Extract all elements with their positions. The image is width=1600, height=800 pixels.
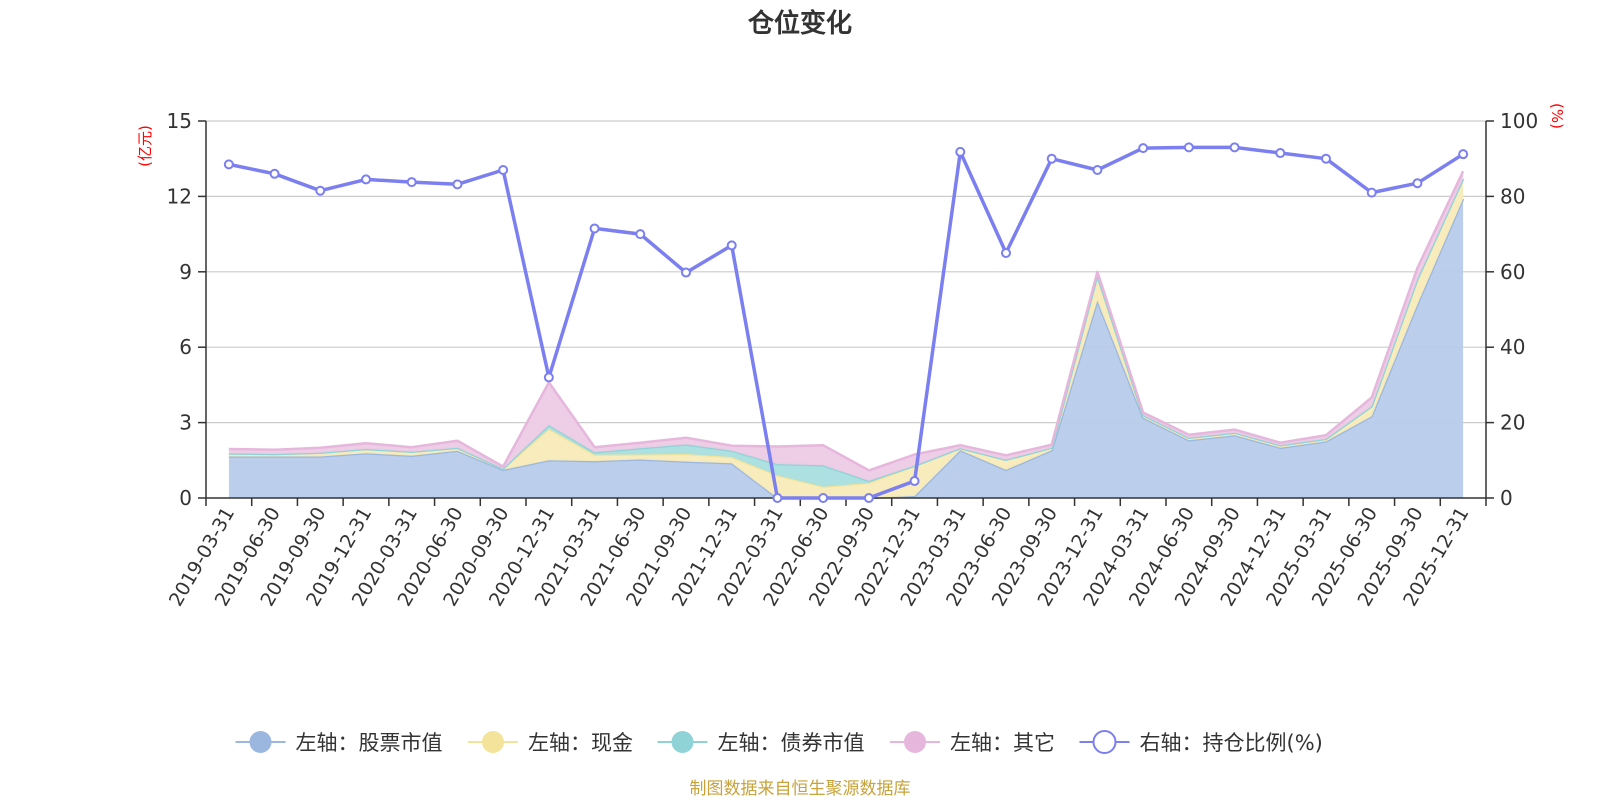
legend-label: 左轴：其它 bbox=[950, 731, 1055, 755]
right-axis-tick-label: 20 bbox=[1500, 411, 1525, 435]
area-edge-3 bbox=[228, 178, 1465, 483]
ratio-point bbox=[818, 493, 829, 503]
area-1 bbox=[228, 198, 1464, 498]
ratio-point bbox=[863, 493, 874, 503]
left-axis-tick-label: 15 bbox=[167, 109, 192, 133]
ratio-point bbox=[1229, 142, 1240, 153]
ratio-point bbox=[1366, 187, 1377, 198]
right-axis-tick-label: 40 bbox=[1500, 335, 1525, 359]
left-axis-tick-label: 6 bbox=[179, 335, 192, 359]
legend-marker bbox=[904, 731, 926, 753]
ratio-point bbox=[681, 267, 691, 278]
ratio-point bbox=[1458, 149, 1469, 160]
legend-label: 左轴：债券市值 bbox=[718, 731, 865, 755]
ratio-point bbox=[361, 174, 371, 185]
ratio-line-path bbox=[228, 145, 1465, 500]
chart-title: 仓位变化 bbox=[747, 8, 852, 39]
stacked-areas bbox=[228, 170, 1465, 500]
area-3 bbox=[228, 178, 1464, 487]
ratio-point bbox=[909, 476, 920, 487]
axes: 036912150204060801002019-03-312019-06-30… bbox=[165, 109, 1538, 610]
ratio-point bbox=[223, 159, 234, 170]
source-note: 制图数据来自恒生聚源数据库 bbox=[690, 779, 911, 799]
legend-item: 左轴：股票市值 bbox=[235, 731, 443, 755]
left-axis-tick-label: 9 bbox=[179, 260, 192, 284]
ratio-point bbox=[1138, 143, 1149, 154]
left-axis-tick-label: 3 bbox=[179, 411, 192, 435]
left-axis-tick-label: 12 bbox=[167, 184, 192, 208]
legend-item: 左轴：其它 bbox=[890, 731, 1055, 755]
ratio-point bbox=[1183, 142, 1194, 153]
legend-label: 左轴：股票市值 bbox=[296, 731, 443, 755]
ratio-point bbox=[1092, 165, 1103, 176]
legend-marker bbox=[671, 731, 694, 753]
ratio-point bbox=[1046, 153, 1057, 164]
right-axis-tick-label: 80 bbox=[1500, 184, 1525, 208]
ratio-line bbox=[223, 142, 1469, 503]
ratio-point bbox=[1412, 178, 1423, 189]
ratio-point bbox=[1321, 153, 1331, 164]
legend-item: 左轴：现金 bbox=[468, 731, 633, 755]
ratio-point bbox=[269, 168, 280, 179]
right-axis-unit: (%) bbox=[1548, 103, 1566, 129]
ratio-point bbox=[498, 165, 509, 176]
gridlines bbox=[206, 120, 1486, 424]
ratio-point bbox=[955, 146, 966, 157]
ratio-point bbox=[635, 229, 646, 240]
legend-item: 左轴：债券市值 bbox=[657, 731, 865, 755]
area-edge-2 bbox=[228, 178, 1465, 488]
legend-marker bbox=[482, 731, 504, 753]
legend-label: 右轴：持仓比例(%) bbox=[1140, 731, 1323, 755]
ratio-point bbox=[315, 185, 326, 196]
ratio-point bbox=[726, 240, 737, 251]
ratio-point bbox=[452, 179, 463, 190]
ratio-point bbox=[589, 223, 600, 234]
ratio-point bbox=[1001, 247, 1011, 258]
ratio-point bbox=[543, 372, 554, 383]
ratio-point bbox=[772, 493, 783, 503]
area-4 bbox=[228, 171, 1464, 481]
right-axis-tick-label: 60 bbox=[1500, 260, 1525, 284]
area-edge-4 bbox=[228, 170, 1465, 472]
ratio-point bbox=[1275, 148, 1286, 159]
legend-item: 右轴：持仓比例(%) bbox=[1079, 730, 1323, 755]
left-axis-unit: (亿元) bbox=[136, 125, 154, 167]
ratio-point bbox=[406, 177, 417, 188]
legend-marker bbox=[249, 731, 272, 753]
legend: 左轴：股票市值 左轴：现金 左轴：债券市值 左轴：其它 右轴：持仓比例(%) bbox=[235, 730, 1323, 755]
right-axis-tick-label: 100 bbox=[1500, 109, 1538, 133]
left-axis-tick-label: 0 bbox=[179, 486, 192, 510]
legend-marker bbox=[1092, 730, 1117, 754]
legend-label: 左轴：现金 bbox=[528, 731, 633, 755]
right-axis-tick-label: 0 bbox=[1500, 486, 1513, 510]
